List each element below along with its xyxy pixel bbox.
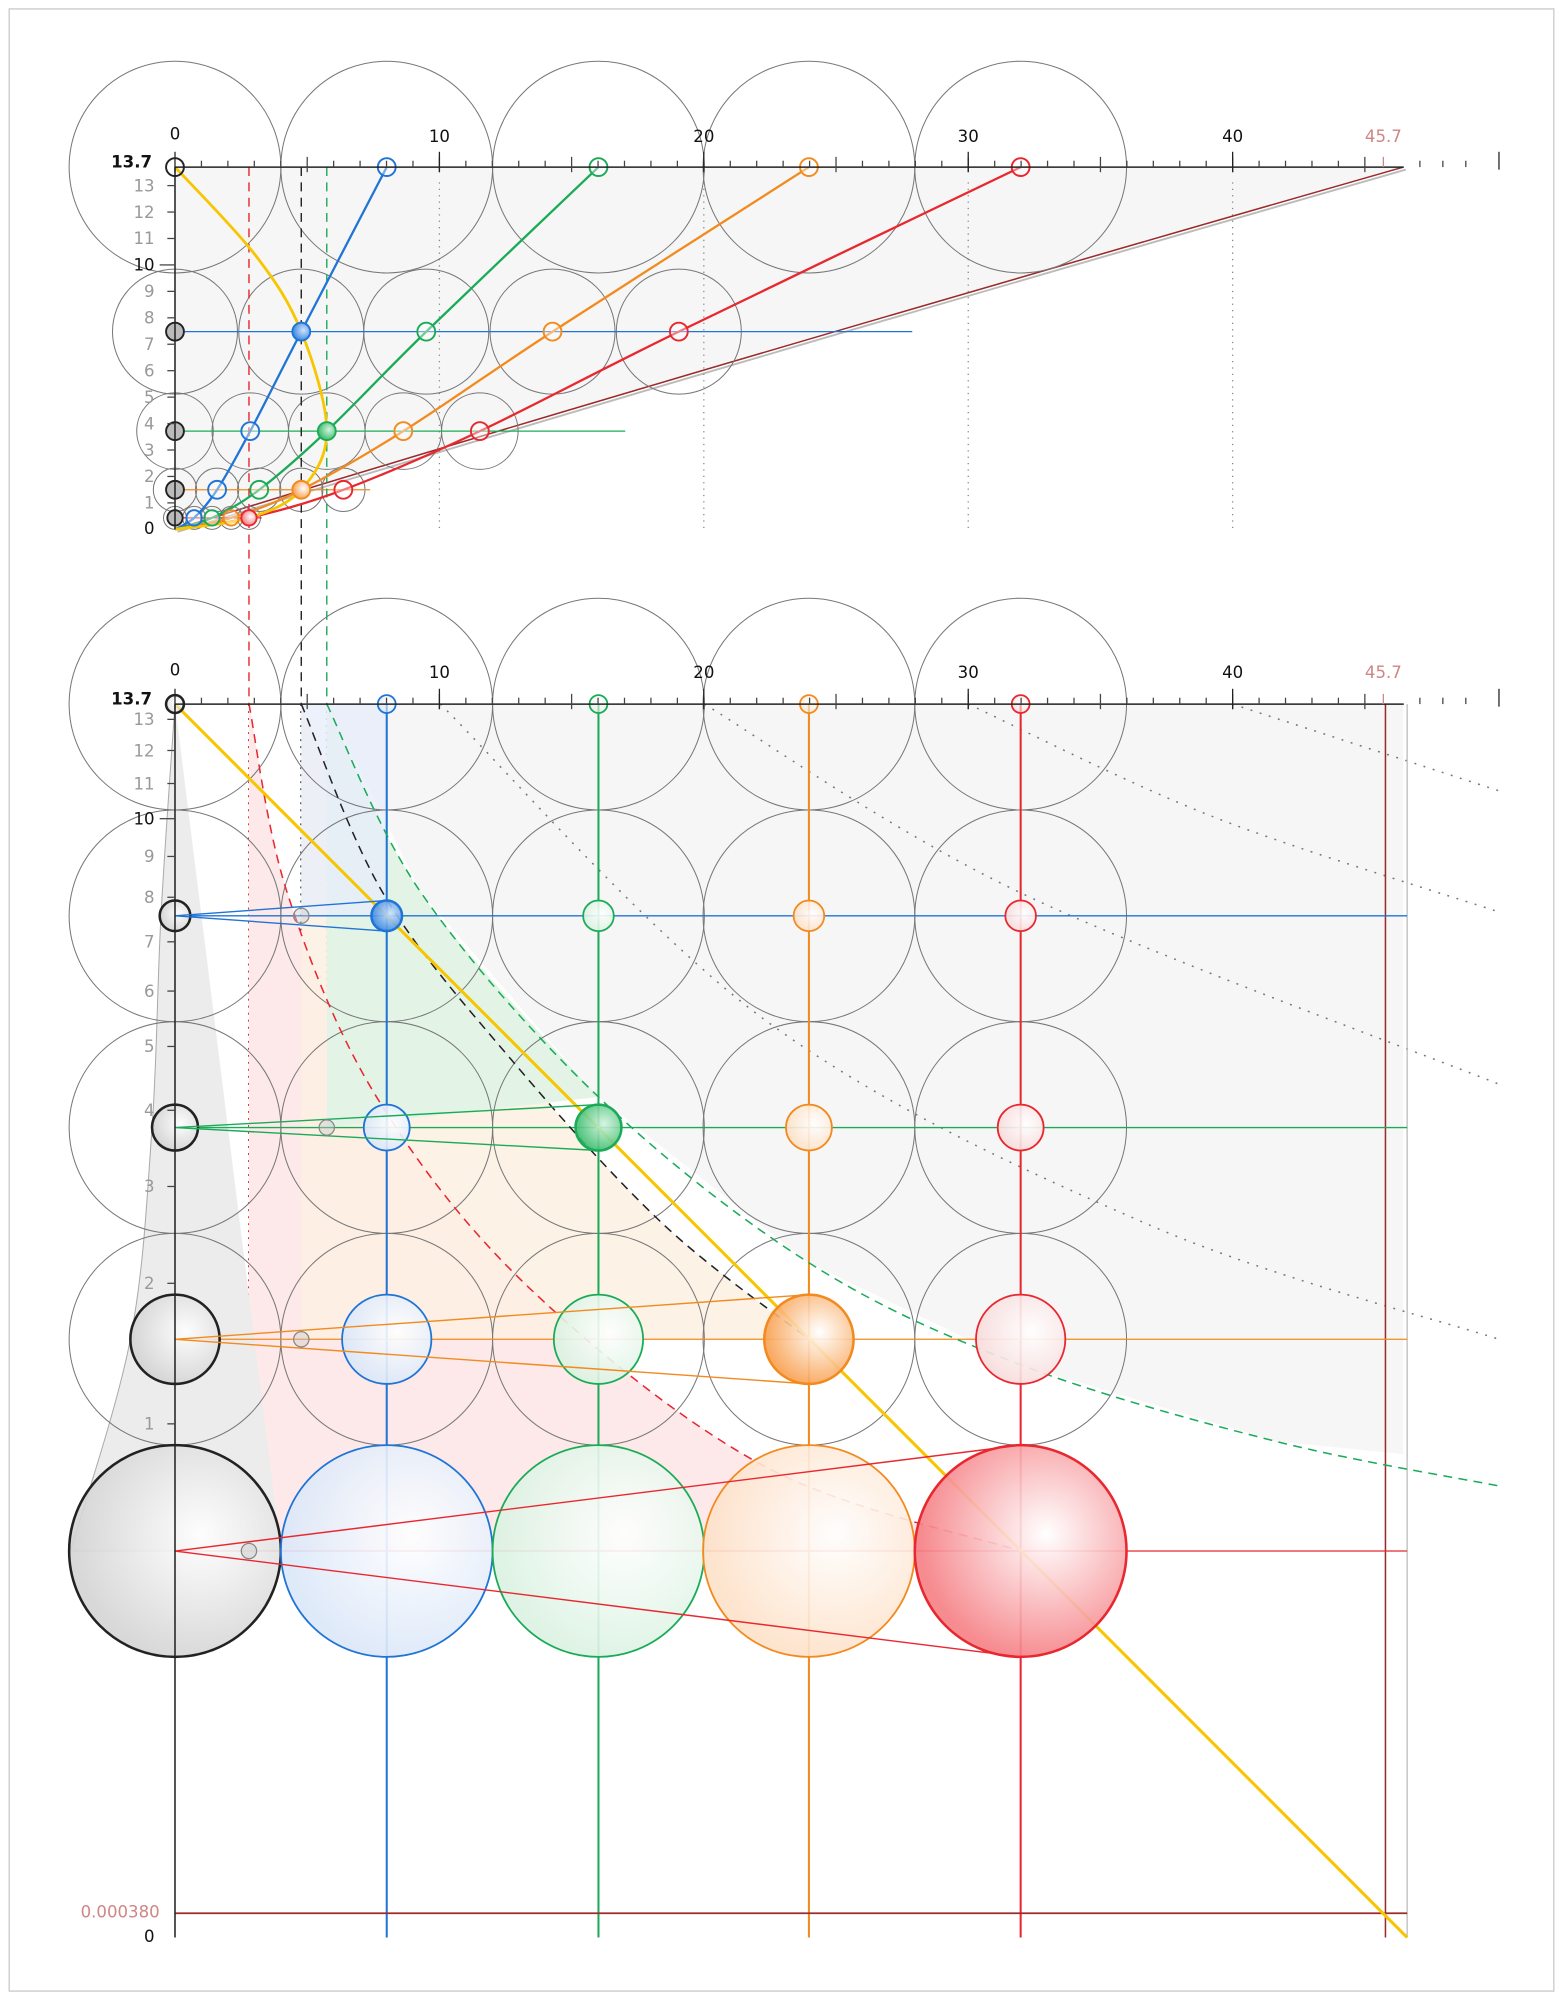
marker: [291, 321, 312, 342]
x-max-label: 45.7: [1365, 663, 1402, 682]
marker: [416, 321, 437, 342]
sphere: [574, 1103, 623, 1152]
y-min-label: 0: [144, 519, 155, 538]
y-tick-label: 4: [144, 1101, 155, 1120]
sphere: [913, 1443, 1128, 1659]
marker: [222, 509, 240, 527]
x-tick-label: 20: [693, 127, 714, 146]
y-tick-label: 1: [144, 494, 155, 513]
y-tick-label: 10: [133, 809, 154, 828]
y-max-label: 13.7: [111, 690, 152, 709]
x-tick-label: 0: [170, 660, 181, 679]
curve-dashed: [326, 703, 1500, 1487]
marker: [291, 479, 312, 500]
x-tick-label: 10: [429, 127, 450, 146]
area-fill: [174, 167, 1404, 530]
y-tick-label: 8: [144, 309, 155, 328]
y-tick-label: 6: [144, 982, 155, 1001]
envelope-line: [177, 168, 1407, 533]
sphere: [370, 899, 404, 933]
y-floor-label: 0.000380: [81, 1903, 160, 1922]
y-tick-label: 3: [144, 441, 155, 460]
marker: [203, 509, 221, 527]
x-tick-label: 30: [958, 127, 979, 146]
marker: [393, 421, 414, 442]
y-tick-label: 2: [144, 1274, 155, 1293]
ghost-marker: [318, 1119, 336, 1136]
ghost-marker: [292, 907, 310, 925]
y-tick-label: 8: [144, 888, 155, 907]
y-tick-label: 4: [144, 414, 155, 433]
marker: [469, 421, 490, 442]
y-tick-label: 9: [144, 847, 155, 866]
sphere: [582, 899, 615, 933]
y-tick-label: 3: [144, 1177, 155, 1196]
guide-dotted: [968, 703, 1500, 913]
y-max-label: 13.7: [111, 153, 152, 172]
frame: [8, 8, 1555, 1992]
y-tick-label: 5: [144, 388, 155, 407]
x-tick-label: 40: [1222, 127, 1243, 146]
y-tick-label: 2: [144, 467, 155, 486]
marker: [316, 421, 337, 442]
y-tick-label: 7: [144, 933, 155, 952]
x-tick-label: 30: [958, 663, 979, 682]
y-tick-label: 9: [144, 282, 155, 301]
marker: [207, 479, 227, 500]
marker: [240, 509, 258, 527]
marker: [668, 321, 689, 342]
sphere: [763, 1293, 855, 1386]
curve: [174, 166, 810, 531]
y-tick-label: 7: [144, 335, 155, 354]
sphere: [552, 1293, 644, 1385]
curve-dashed: [300, 703, 810, 1340]
sphere: [785, 1103, 833, 1152]
marker: [185, 509, 203, 527]
y-tick-label: 6: [144, 361, 155, 380]
x-tick-label: 20: [693, 663, 714, 682]
y-tick-label: 1: [144, 1415, 155, 1434]
y-tick-label: 12: [133, 203, 154, 222]
y-tick-label: 13: [133, 710, 154, 729]
envelope-line: [174, 166, 1404, 531]
x-tick-label: 10: [429, 663, 450, 682]
y-tick-label: 11: [133, 229, 154, 248]
sphere: [279, 1444, 494, 1658]
marker: [333, 479, 354, 500]
y-tick-label: 12: [133, 741, 154, 760]
marker: [240, 421, 261, 442]
y-tick-label: 13: [133, 176, 154, 195]
ghost-marker: [292, 1330, 310, 1348]
sphere: [996, 1103, 1045, 1152]
sphere: [341, 1293, 433, 1385]
curve: [174, 166, 388, 531]
y-tick-label: 5: [144, 1037, 155, 1056]
marker: [249, 479, 270, 500]
sphere: [702, 1444, 916, 1658]
sphere: [975, 1293, 1067, 1385]
y-tick-label: 10: [133, 256, 154, 275]
marker: [542, 321, 563, 342]
y-tick-label: 11: [133, 774, 154, 793]
area-fill: [301, 704, 809, 1340]
sphere: [362, 1103, 411, 1152]
sphere: [792, 899, 826, 933]
ghost-marker: [240, 1542, 258, 1560]
x-tick-label: 0: [170, 125, 181, 144]
sphere: [491, 1444, 706, 1658]
x-tick-label: 40: [1222, 663, 1243, 682]
area-fill: [326, 704, 1404, 1455]
y-min-label: 0: [144, 1927, 155, 1946]
x-max-label: 45.7: [1365, 127, 1402, 146]
sphere: [1004, 899, 1037, 933]
